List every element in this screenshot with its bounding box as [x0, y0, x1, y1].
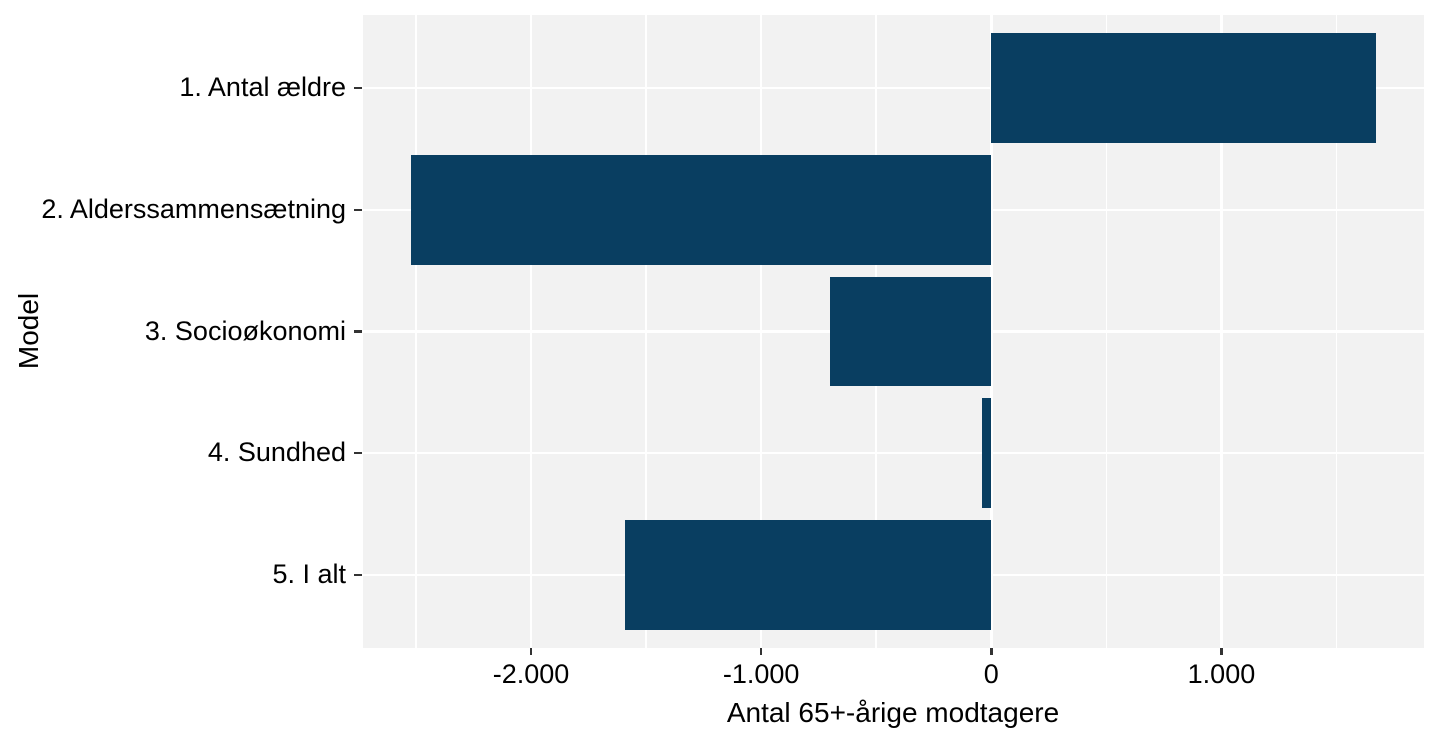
x-tick-label: 1.000: [1187, 659, 1256, 689]
bar: [830, 276, 992, 387]
y-category-label: 2. Alderssammensætning: [41, 193, 346, 224]
x-tick-mark: [529, 648, 533, 655]
x-tick-label: -2.000: [492, 659, 570, 689]
y-category-label: 3. Socioøkonomi: [144, 315, 346, 346]
gridline-major-horizontal: [363, 86, 1424, 90]
y-category-label: 5. I alt: [272, 559, 346, 590]
bar: [625, 520, 992, 630]
y-tick-mark: [354, 330, 362, 333]
y-tick-mark: [354, 573, 362, 577]
bar: [991, 33, 1376, 143]
x-axis-title: Antal 65+-årige modtagere: [726, 697, 1060, 728]
x-tick-mark: [759, 648, 763, 655]
bar: [411, 154, 992, 265]
x-tick-mark: [1220, 648, 1223, 655]
x-tick-label: 0: [983, 659, 999, 689]
y-tick-mark: [354, 86, 362, 90]
y-category-label: 1. Antal ældre: [179, 72, 346, 103]
y-tick-mark: [354, 208, 362, 212]
x-tick-label: -1.000: [722, 659, 800, 689]
x-tick-mark: [990, 648, 993, 655]
y-tick-mark: [354, 451, 362, 455]
y-category-label: 4. Sundhed: [207, 437, 346, 468]
gridline-major-horizontal: [363, 451, 1424, 455]
bar: [982, 398, 992, 508]
